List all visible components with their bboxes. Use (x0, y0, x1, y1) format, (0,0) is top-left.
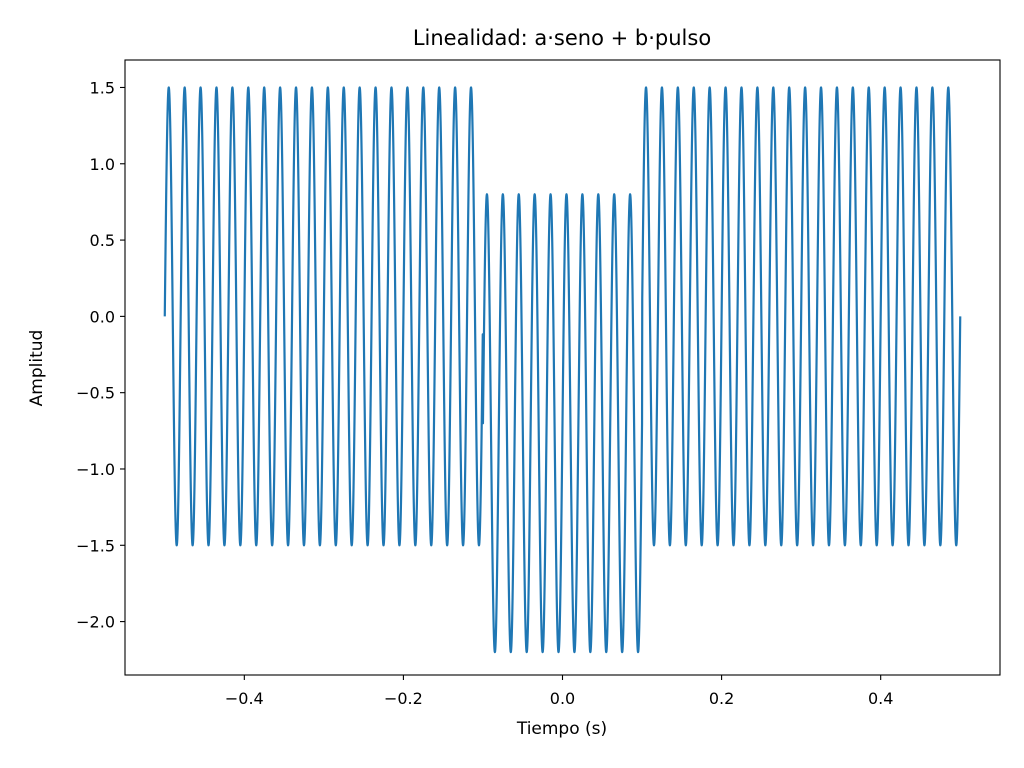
y-axis-label: Amplitud (27, 330, 47, 407)
y-tick-label: −2.0 (76, 613, 115, 632)
y-tick-label: 1.5 (90, 78, 115, 97)
y-tick-label: −0.5 (76, 384, 115, 403)
x-tick-label: −0.2 (384, 689, 423, 708)
y-tick-label: 0.5 (90, 231, 115, 250)
x-tick-label: 0.0 (550, 689, 575, 708)
x-tick-label: −0.4 (225, 689, 264, 708)
x-axis-label: Tiempo (s) (516, 719, 607, 739)
x-axis-ticks: −0.4 −0.2 0.0 0.2 0.4 (225, 675, 893, 708)
y-axis-ticks: 1.5 1.0 0.5 0.0 −0.5 −1.0 −1.5 −2.0 (76, 78, 125, 632)
y-tick-label: −1.0 (76, 460, 115, 479)
y-tick-label: 1.0 (90, 155, 115, 174)
x-tick-label: 0.4 (868, 689, 893, 708)
series-line (163, 86, 962, 654)
y-tick-label: 0.0 (90, 307, 115, 326)
y-tick-label: −1.5 (76, 536, 115, 555)
series-layer (163, 86, 962, 654)
x-tick-label: 0.2 (709, 689, 734, 708)
chart-title: Linealidad: a·seno + b·pulso (413, 26, 711, 50)
